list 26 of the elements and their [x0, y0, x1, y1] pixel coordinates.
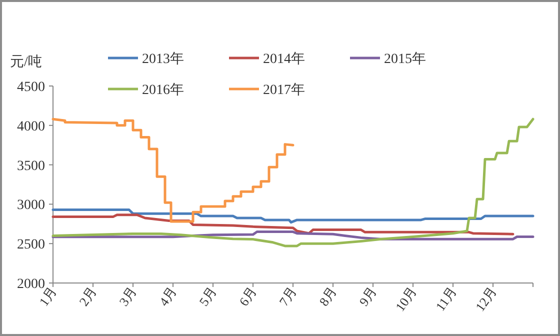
y-tick-label: 4000	[17, 119, 45, 134]
line-series	[52, 118, 294, 223]
x-tick-label: 10月	[392, 284, 420, 314]
legend-label: 2015年	[384, 51, 426, 67]
x-tick-label: 4月	[156, 284, 180, 309]
y-axis-title: 元/吨	[10, 54, 42, 70]
legend-label: 2017年	[263, 82, 305, 98]
x-tick-label: 9月	[356, 284, 380, 309]
line-series	[52, 118, 534, 248]
legend-label: 2013年	[142, 51, 184, 67]
legend-label: 2016年	[142, 82, 184, 98]
x-tick-label: 6月	[236, 284, 260, 309]
x-tick-label: 7月	[276, 284, 300, 309]
y-tick-label: 2500	[17, 238, 45, 253]
x-tick-label: 5月	[196, 284, 220, 309]
x-tick-label: 12月	[472, 284, 500, 314]
x-tick-label: 8月	[316, 284, 340, 309]
x-tick-label: 3月	[116, 284, 140, 309]
x-tick-label: 2月	[76, 284, 100, 309]
legend-label: 2014年	[263, 51, 305, 67]
y-tick-label: 3000	[17, 198, 45, 214]
x-tick-label: 11月	[432, 284, 460, 314]
line-series	[52, 208, 534, 224]
y-tick-label: 2000	[17, 277, 45, 292]
y-tick-label: 3500	[17, 158, 45, 174]
y-tick-label: 4500	[17, 80, 45, 95]
